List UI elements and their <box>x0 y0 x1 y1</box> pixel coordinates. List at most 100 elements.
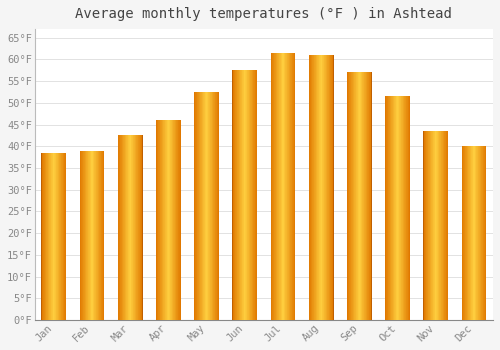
Bar <box>479 146 480 320</box>
Bar <box>364 72 365 320</box>
Bar <box>355 72 356 320</box>
Bar <box>198 92 199 320</box>
Bar <box>239 70 240 320</box>
Bar <box>178 120 179 320</box>
Bar <box>138 135 139 320</box>
Bar <box>88 150 89 320</box>
Bar <box>45 153 46 320</box>
Bar <box>121 135 122 320</box>
Bar <box>276 53 277 320</box>
Bar <box>95 150 96 320</box>
Bar <box>311 55 312 320</box>
Bar <box>434 131 435 320</box>
Bar <box>395 96 396 320</box>
Bar <box>350 72 352 320</box>
Bar <box>290 53 291 320</box>
Bar <box>317 55 318 320</box>
Bar <box>216 92 217 320</box>
Bar <box>85 150 86 320</box>
Bar <box>163 120 164 320</box>
Bar <box>347 72 348 320</box>
Bar <box>164 120 166 320</box>
Bar <box>168 120 169 320</box>
Bar <box>353 72 354 320</box>
Bar <box>46 153 47 320</box>
Bar <box>432 131 434 320</box>
Bar <box>157 120 158 320</box>
Bar <box>156 120 157 320</box>
Bar <box>394 96 395 320</box>
Bar <box>393 96 394 320</box>
Bar <box>120 135 121 320</box>
Bar <box>389 96 390 320</box>
Bar <box>436 131 437 320</box>
Bar <box>289 53 290 320</box>
Bar <box>365 72 366 320</box>
Bar <box>397 96 398 320</box>
Bar <box>60 153 62 320</box>
Bar <box>122 135 123 320</box>
Bar <box>57 153 58 320</box>
Bar <box>42 153 43 320</box>
Bar <box>445 131 446 320</box>
Bar <box>119 135 120 320</box>
Bar <box>324 55 325 320</box>
Bar <box>443 131 444 320</box>
Bar <box>47 153 48 320</box>
Bar <box>363 72 364 320</box>
Bar <box>385 96 386 320</box>
Bar <box>440 131 442 320</box>
Bar <box>477 146 478 320</box>
Bar <box>400 96 402 320</box>
Bar <box>327 55 328 320</box>
Bar <box>472 146 474 320</box>
Bar <box>482 146 484 320</box>
Bar <box>244 70 245 320</box>
Bar <box>314 55 315 320</box>
Bar <box>280 53 281 320</box>
Bar <box>480 146 481 320</box>
Bar <box>241 70 242 320</box>
Bar <box>65 153 66 320</box>
Bar <box>359 72 360 320</box>
Bar <box>485 146 486 320</box>
Bar <box>428 131 429 320</box>
Bar <box>274 53 275 320</box>
Bar <box>200 92 201 320</box>
Bar <box>141 135 142 320</box>
Bar <box>252 70 253 320</box>
Bar <box>235 70 236 320</box>
Bar <box>322 55 323 320</box>
Bar <box>435 131 436 320</box>
Bar <box>439 131 440 320</box>
Bar <box>283 53 284 320</box>
Bar <box>166 120 167 320</box>
Bar <box>242 70 243 320</box>
Bar <box>463 146 464 320</box>
Bar <box>214 92 216 320</box>
Bar <box>405 96 406 320</box>
Bar <box>467 146 468 320</box>
Bar <box>390 96 392 320</box>
Bar <box>291 53 292 320</box>
Bar <box>209 92 210 320</box>
Bar <box>481 146 482 320</box>
Bar <box>236 70 238 320</box>
Bar <box>271 53 272 320</box>
Bar <box>431 131 432 320</box>
Bar <box>245 70 246 320</box>
Bar <box>89 150 90 320</box>
Bar <box>356 72 357 320</box>
Bar <box>249 70 250 320</box>
Bar <box>86 150 87 320</box>
Bar <box>58 153 59 320</box>
Bar <box>284 53 285 320</box>
Bar <box>313 55 314 320</box>
Bar <box>50 153 51 320</box>
Bar <box>234 70 235 320</box>
Bar <box>272 53 273 320</box>
Bar <box>238 70 239 320</box>
Bar <box>392 96 393 320</box>
Bar <box>295 53 296 320</box>
Bar <box>348 72 349 320</box>
